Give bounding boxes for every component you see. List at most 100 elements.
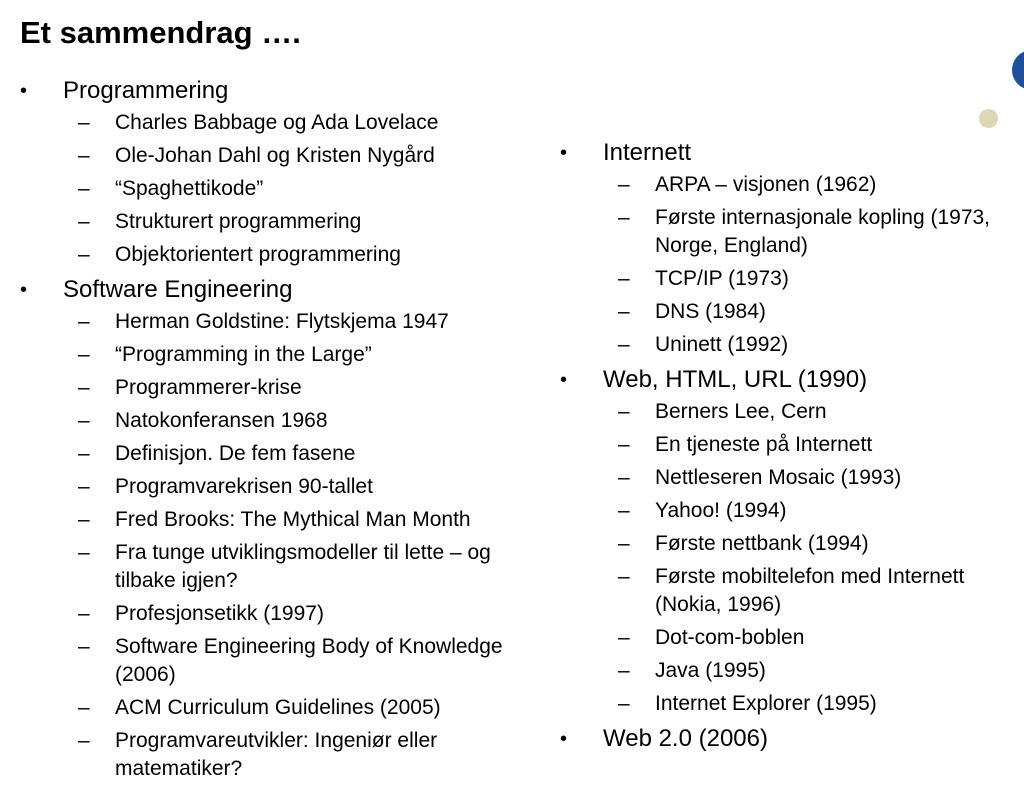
subtopic-item: – Natokonferansen 1968: [20, 407, 520, 435]
subtopic-item: – Yahoo! (1994): [560, 497, 1024, 525]
subtopic-item: – Fra tunge utviklingsmodeller til lette …: [20, 539, 520, 595]
subtopic-item: – Internet Explorer (1995): [560, 690, 1024, 718]
subtopic-item: – Definisjon. De fem fasene: [20, 440, 520, 468]
dash-icon: –: [78, 310, 90, 333]
subtopic-text: Første mobiltelefon med Internett (Nokia…: [655, 565, 965, 616]
dash-icon: –: [78, 243, 90, 266]
subtopic-text: TCP/IP (1973): [655, 267, 789, 290]
left-column: • Programmering – Charles Babbage og Ada …: [20, 75, 520, 788]
dash-icon: –: [78, 508, 90, 531]
subtopic-item: – Java (1995): [560, 657, 1024, 685]
dash-icon: –: [618, 267, 630, 290]
subtopic-item: – Software Engineering Body of Knowledge …: [20, 633, 520, 689]
dash-icon: –: [618, 173, 630, 196]
subtopic-text: Strukturert programmering: [115, 210, 362, 233]
dash-icon: –: [618, 499, 630, 522]
bullet-icon: •: [20, 80, 28, 102]
subtopic-text: Fred Brooks: The Mythical Man Month: [115, 508, 471, 531]
dash-icon: –: [618, 400, 630, 423]
subtopic-text: DNS (1984): [655, 300, 766, 323]
dash-icon: –: [618, 565, 630, 588]
topic-label: Web 2.0 (2006): [603, 725, 768, 752]
bullet-icon: •: [560, 142, 568, 164]
right-column: • Internett – ARPA – visjonen (1962) – Før…: [560, 137, 1024, 757]
decorative-blue-circle: [1012, 50, 1024, 90]
subtopic-item: – Uninett (1992): [560, 331, 1024, 359]
subtopic-text: Herman Goldstine: Flytskjema 1947: [115, 310, 449, 333]
subtopic-item: – Dot-com-boblen: [560, 624, 1024, 652]
dash-icon: –: [618, 626, 630, 649]
bullet-icon: •: [20, 279, 28, 301]
dash-icon: –: [618, 206, 630, 229]
topic-programmering: • Programmering – Charles Babbage og Ada …: [20, 75, 520, 269]
topic-label: Web, HTML, URL (1990): [603, 366, 868, 393]
subtopic-text: “Programming in the Large”: [115, 343, 372, 366]
subtopic-text: “Spaghettikode”: [115, 177, 264, 200]
subtopic-text: ACM Curriculum Guidelines (2005): [115, 696, 441, 719]
dash-icon: –: [618, 466, 630, 489]
topic-label: Internett: [603, 139, 692, 166]
dash-icon: –: [618, 433, 630, 456]
subtopic-text: Fra tunge utviklingsmodeller til lette –…: [115, 541, 491, 592]
dash-icon: –: [78, 729, 90, 752]
topic-label: Software Engineering: [63, 276, 293, 303]
subtopic-text: Programvarekrisen 90-tallet: [115, 475, 373, 498]
topic-internett: • Internett – ARPA – visjonen (1962) – Før…: [560, 137, 1024, 359]
dash-icon: –: [78, 343, 90, 366]
subtopic-item: – Programvarekrisen 90-tallet: [20, 473, 520, 501]
subtopic-item: – ARPA – visjonen (1962): [560, 171, 1024, 199]
subtopic-text: Berners Lee, Cern: [655, 400, 827, 423]
subtopic-text: Ole-Johan Dahl og Kristen Nygård: [115, 144, 435, 167]
subtopic-text: Natokonferansen 1968: [115, 409, 328, 432]
subtopic-item: – Herman Goldstine: Flytskjema 1947: [20, 308, 520, 336]
subtopic-item: – “Programming in the Large”: [20, 341, 520, 369]
subtopic-item: – Programmerer-krise: [20, 374, 520, 402]
dash-icon: –: [78, 475, 90, 498]
subtopic-list: – ARPA – visjonen (1962) – Første internas…: [603, 171, 1024, 359]
subtopic-item: – Ole-Johan Dahl og Kristen Nygård: [20, 142, 520, 170]
subtopic-item: – Profesjonsetikk (1997): [20, 600, 520, 628]
subtopic-text: Charles Babbage og Ada Lovelace: [115, 111, 439, 134]
subtopic-item: – Fred Brooks: The Mythical Man Month: [20, 506, 520, 534]
subtopic-item: – TCP/IP (1973): [560, 265, 1024, 293]
subtopic-item: – Charles Babbage og Ada Lovelace: [20, 109, 520, 137]
subtopic-text: Objektorientert programmering: [115, 243, 401, 266]
dash-icon: –: [78, 210, 90, 233]
subtopic-text: Software Engineering Body of Knowledge (…: [115, 635, 503, 686]
dash-icon: –: [78, 541, 90, 564]
dash-icon: –: [618, 333, 630, 356]
subtopic-text: Programmerer-krise: [115, 376, 302, 399]
dash-icon: –: [78, 442, 90, 465]
subtopic-item: – Berners Lee, Cern: [560, 398, 1024, 426]
subtopic-item: – Objektorientert programmering: [20, 241, 520, 269]
subtopic-text: Uninett (1992): [655, 333, 789, 356]
bullet-icon: •: [560, 369, 568, 391]
dash-icon: –: [618, 300, 630, 323]
subtopic-text: Dot-com-boblen: [655, 626, 805, 649]
subtopic-item: – ACM Curriculum Guidelines (2005): [20, 694, 520, 722]
dash-icon: –: [78, 177, 90, 200]
subtopic-item: – Første internasjonale kopling (1973, No…: [560, 204, 1024, 260]
subtopic-text: ARPA – visjonen (1962): [655, 173, 877, 196]
subtopic-text: Profesjonsetikk (1997): [115, 602, 324, 625]
subtopic-item: – En tjeneste på Internett: [560, 431, 1024, 459]
bullet-icon: •: [560, 728, 568, 750]
dash-icon: –: [78, 111, 90, 134]
subtopic-text: Definisjon. De fem fasene: [115, 442, 356, 465]
subtopic-item: – “Spaghettikode”: [20, 175, 520, 203]
subtopic-text: Internet Explorer (1995): [655, 692, 877, 715]
dash-icon: –: [618, 659, 630, 682]
topic-software-engineering: • Software Engineering – Herman Goldstine…: [20, 274, 520, 783]
subtopic-text: Programvareutvikler: Ingeniør eller mate…: [115, 729, 438, 780]
dash-icon: –: [78, 376, 90, 399]
subtopic-text: Nettleseren Mosaic (1993): [655, 466, 902, 489]
subtopic-list: – Charles Babbage og Ada Lovelace – Ole-Jo…: [63, 109, 520, 269]
subtopic-text: Første internasjonale kopling (1973, Nor…: [655, 206, 991, 257]
dash-icon: –: [78, 409, 90, 432]
subtopic-text: Yahoo! (1994): [655, 499, 787, 522]
dash-icon: –: [78, 696, 90, 719]
subtopic-list: – Herman Goldstine: Flytskjema 1947 – “Pro…: [63, 308, 520, 783]
dash-icon: –: [618, 532, 630, 555]
decorative-tan-dot: [979, 109, 998, 128]
dash-icon: –: [78, 635, 90, 658]
